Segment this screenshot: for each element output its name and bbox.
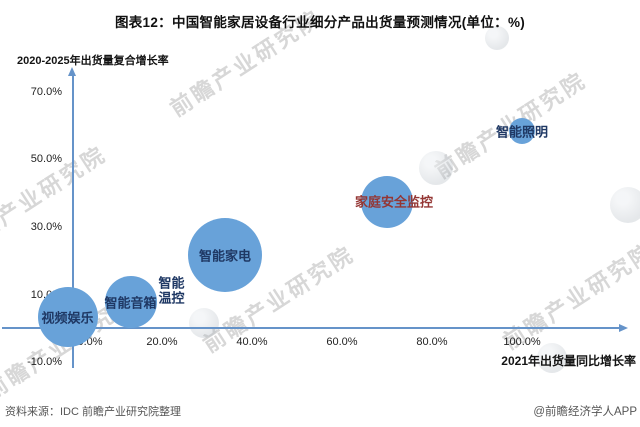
watermark-logo-icon bbox=[419, 151, 453, 185]
data-point-bubble bbox=[361, 176, 413, 229]
y-axis-line bbox=[72, 75, 74, 368]
y-tick-label: -10.0% bbox=[27, 356, 62, 369]
data-point-label: 家庭安全监控 bbox=[354, 194, 434, 210]
x-axis-arrow-right-icon bbox=[619, 323, 628, 332]
y-tick-label: 30.0% bbox=[30, 220, 62, 233]
x-tick-label: 80.0% bbox=[416, 336, 448, 348]
data-point-label: 视频娱乐 bbox=[41, 310, 94, 326]
data-point-bubble bbox=[104, 275, 157, 328]
data-point-label: 智能温控 bbox=[158, 275, 185, 306]
x-tick-label: 40.0% bbox=[236, 336, 268, 348]
x-axis-line bbox=[2, 327, 622, 329]
watermark-logo-icon bbox=[189, 308, 219, 338]
y-tick-label: 70.0% bbox=[30, 85, 62, 98]
x-axis-title: 2021年出货量同比增长率 bbox=[501, 354, 636, 368]
data-point-label: 智能家电 bbox=[198, 248, 252, 264]
watermark-logo-icon bbox=[485, 26, 509, 50]
source-note: 资料来源：IDC 前瞻产业研究院整理 bbox=[5, 406, 181, 418]
credit-note: @前瞻经济学人APP bbox=[533, 406, 637, 418]
data-point-bubble bbox=[188, 217, 262, 292]
y-tick-label: 50.0% bbox=[30, 153, 62, 166]
y-axis-arrow-up-icon bbox=[68, 67, 76, 76]
x-tick-label: 60.0% bbox=[326, 336, 358, 348]
watermark-logo-icon bbox=[610, 187, 640, 223]
x-tick-label: 20.0% bbox=[146, 336, 178, 348]
data-point-label: 智能音箱 bbox=[104, 295, 157, 311]
data-point-bubble bbox=[509, 117, 535, 144]
chart-title: 图表12：中国智能家居设备行业细分产品出货量预测情况(单位：%) bbox=[114, 15, 526, 30]
data-point-label: 智能照明 bbox=[495, 124, 549, 140]
data-point-bubble bbox=[37, 287, 98, 348]
watermark-logo-icon bbox=[537, 343, 567, 373]
x-tick-label: 100.0% bbox=[503, 336, 541, 348]
y-axis-title: 2020-2025年出货量复合增长率 bbox=[17, 55, 169, 67]
